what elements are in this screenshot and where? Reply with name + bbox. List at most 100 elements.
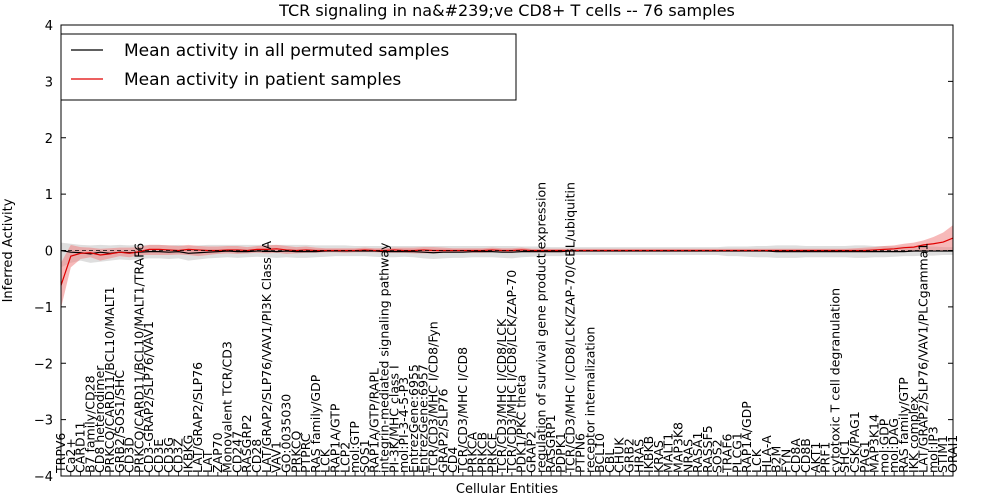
x-entity-label: KRAS bbox=[651, 440, 666, 473]
x-entity-label: EntrezGene:6957 bbox=[416, 364, 431, 473]
confidence-bands bbox=[61, 225, 953, 308]
x-entity-label: Ca2+ bbox=[63, 438, 78, 473]
x-axis-title: Cellular Entities bbox=[456, 482, 558, 497]
x-entity-label: CD3D bbox=[122, 437, 137, 473]
x-entity-label: TCR/CD3/MHC I/CD8/LCK bbox=[494, 318, 509, 474]
x-entity-label: PLCG1 bbox=[729, 432, 744, 473]
x-entity-label: EntrezGene:6955 bbox=[406, 364, 421, 473]
x-entity-label: PRF1 bbox=[818, 442, 833, 473]
x-entity-label: CD8B bbox=[798, 438, 813, 473]
x-entity-label: TRAF6 bbox=[720, 433, 735, 474]
permuted-mean-line bbox=[60, 249, 953, 255]
x-entity-label: PRKCB bbox=[474, 432, 489, 473]
x-entity-label: RASA1 bbox=[690, 432, 705, 473]
x-entity-label: LAT/GRAP2/SLP76/VAV1/PLCgamma1 bbox=[916, 243, 931, 473]
x-entity-label: CD8A bbox=[788, 438, 803, 473]
x-entity-label: CARD11 bbox=[73, 422, 88, 474]
x-entity-label: CD8 heterodimer bbox=[92, 365, 107, 473]
x-entity-label: CD3G bbox=[161, 437, 176, 473]
x-entity-label: SOS2 bbox=[710, 439, 725, 473]
x-entity-label: IKBKB bbox=[641, 436, 656, 473]
legend-label-permuted: Mean activity in all permuted samples bbox=[124, 41, 449, 61]
x-entity-label: VAV1 bbox=[269, 441, 284, 473]
x-entity-label: TCR/CD3/MHC I/CD8 bbox=[455, 347, 470, 474]
x-entity-label: PRKCE bbox=[484, 433, 499, 473]
x-entity-label: GRB2 bbox=[622, 438, 637, 473]
x-entity-label: mol:DAG bbox=[886, 418, 901, 473]
x-entity-label: PRKCQ/CARD11/BCL10/MALT1/TRAF6 bbox=[131, 243, 146, 473]
x-entity-label: LCK bbox=[749, 448, 764, 473]
y-tick-label: −2 bbox=[34, 357, 53, 372]
x-entity-label: integrin-mediated signaling pathway bbox=[376, 242, 391, 473]
x-entity-label: CSK/PAG1 bbox=[847, 411, 862, 473]
x-entity-label: LCP2 bbox=[337, 442, 352, 473]
x-entity-label: MALT1 bbox=[661, 433, 676, 473]
x-entity-label: GRB2/SOS1/SHC bbox=[112, 370, 127, 473]
x-entity-label: CHUK bbox=[612, 437, 627, 473]
x-entity-label: B2M bbox=[769, 446, 784, 473]
legend: Mean activity in all permuted samples Me… bbox=[60, 33, 517, 101]
x-entity-label: mol:IP3 bbox=[925, 426, 940, 473]
patient-range-band bbox=[61, 225, 953, 308]
x-entity-label: MAP3K8 bbox=[671, 422, 686, 473]
y-tick-label: 3 bbox=[45, 75, 53, 90]
x-entity-label: PRKCQ/CARD11/BCL10/MALT1 bbox=[102, 286, 117, 473]
x-entity-label: HRAS bbox=[631, 439, 646, 473]
x-entity-label: PTPN6 bbox=[573, 433, 588, 473]
x-entity-label: LAT/GRAP2/SLP76/VAV1/PI3K Class IA bbox=[259, 241, 274, 473]
x-entity-label: B7 family/CD28 bbox=[82, 375, 97, 473]
x-entity-label: TCR/CD3/MHC I/CD8/LCK/ZAP-70 bbox=[504, 270, 519, 474]
x-entity-label: GO:0035030 bbox=[278, 394, 293, 473]
y-tick-label: −1 bbox=[34, 301, 53, 316]
x-entity-label: IKK complex bbox=[906, 396, 921, 473]
x-entity-label: RASGRP1 bbox=[543, 414, 558, 473]
x-entity-label: Monovalent TCR/CD3 bbox=[220, 341, 235, 473]
y-tick-label: 2 bbox=[45, 132, 53, 147]
x-entity-label: receptor internalization bbox=[582, 327, 597, 473]
x-entity-label: PDK1/PKC theta bbox=[514, 375, 529, 473]
x-entity-label: ZAP70 bbox=[210, 432, 225, 473]
x-entity-label: CD247 bbox=[229, 431, 244, 473]
x-entity-label: RASGRP2 bbox=[239, 414, 254, 473]
x-entity-label: PI-3K/MHC class I bbox=[386, 365, 401, 473]
x-entity-label: BCL10 bbox=[592, 433, 607, 473]
x-entity-label: regulation of survival gene product expr… bbox=[533, 182, 548, 473]
x-entity-label: CD3Z bbox=[171, 438, 186, 473]
y-tick-label: −3 bbox=[34, 414, 53, 429]
x-entity-label: AKT1 bbox=[808, 442, 823, 473]
x-entity-label: STIM1 bbox=[935, 435, 950, 473]
x-entity-label: ORAI1 bbox=[945, 435, 960, 473]
x-entity-label: CD3-GRAP2/SLP76/VAV1 bbox=[141, 321, 156, 473]
x-entity-label: LAT/GRAP2/SLP76 bbox=[190, 362, 205, 473]
x-entity-label: RAP1A/GTP/RAPL bbox=[367, 368, 382, 473]
legend-label-patient: Mean activity in patient samples bbox=[124, 70, 401, 90]
x-entity-label: CBL bbox=[602, 449, 617, 473]
x-entity-label: CD28 bbox=[249, 439, 264, 473]
x-entity-label: RAP1A/GDP bbox=[739, 401, 754, 473]
y-tick-label: 0 bbox=[45, 245, 53, 260]
y-axis-ticks: −4 −3 −2 −1 0 1 2 3 4 bbox=[34, 19, 953, 485]
x-entity-label: NRAS bbox=[680, 439, 695, 473]
y-tick-label: −4 bbox=[34, 470, 53, 485]
x-entity-label: mol:GTP bbox=[347, 421, 362, 473]
x-entity-label: PDPK1 bbox=[553, 432, 568, 473]
y-tick-label: 4 bbox=[45, 19, 53, 34]
x-entity-label: RASSF5 bbox=[700, 425, 715, 473]
x-entity-label: CD4 bbox=[445, 447, 460, 473]
x-entity-label: RAS family/GTP bbox=[896, 377, 911, 473]
x-entity-label: TRPV6 bbox=[53, 433, 68, 474]
x-entity-label: GRAP2 bbox=[524, 431, 539, 473]
x-entity-label: PTPRC bbox=[298, 433, 313, 473]
y-axis-title: Inferred Activity bbox=[1, 198, 16, 302]
x-entity-label: cytotoxic T cell degranulation bbox=[827, 288, 842, 473]
x-entity-label: GRAP2/SLP76 bbox=[435, 388, 450, 473]
y-tick-label: 1 bbox=[45, 188, 53, 203]
x-entity-label: PAG1 bbox=[857, 440, 872, 473]
x-entity-label: MAP3K14 bbox=[867, 414, 882, 473]
x-entity-label: mol:PI-3-4-5-P3 bbox=[396, 377, 411, 473]
x-entity-label: HLA-A bbox=[759, 435, 774, 473]
x-entity-label: LCK bbox=[318, 448, 333, 473]
x-entity-label: PRKCQ bbox=[288, 431, 303, 473]
legend-box bbox=[60, 33, 517, 101]
